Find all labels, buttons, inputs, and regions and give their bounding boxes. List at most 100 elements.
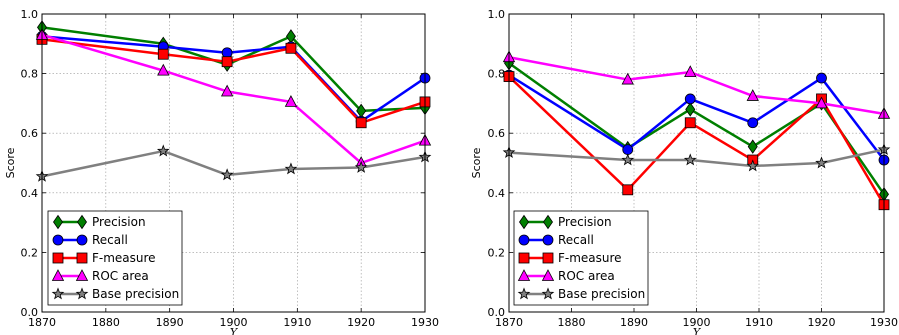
legend-label-recall: Recall [92,233,128,247]
legend-marker-f-measure [518,252,530,264]
plot-area [35,20,432,182]
y-tick-label: 0.8 [488,68,506,81]
data-point-f-measure [355,117,367,129]
x-tick-label: 1930 [870,316,898,329]
legend-marker-precision [543,214,553,230]
y-axis-label: Score [470,147,483,178]
data-point-recall [684,93,696,105]
data-point-roc-area [815,96,828,109]
legend-label-precision: Precision [92,215,146,229]
x-tick-label: 1920 [347,316,375,329]
y-tick-label: 1.0 [488,8,506,21]
x-tick-label: 1900 [220,316,248,329]
data-point-f-measure [622,184,634,196]
series-line-roc-area [41,33,426,165]
data-point-roc-area [220,84,234,97]
data-point-roc-area [684,65,697,78]
x-tick-label: 1890 [156,316,184,329]
data-point-base-precision [621,153,635,166]
y-tick-label: 0.2 [21,246,39,259]
y-tick-label: 0.4 [21,187,39,200]
data-point-precision [685,102,696,117]
series-line-base-precision [508,148,885,168]
legend-marker-f-measure [52,252,64,264]
chart-left: 1870 1880 1890 1900 1910 1920 1930 0.0 0.2 0.4 0.6… [4,8,439,335]
data-point-f-measure [157,48,169,60]
data-point-recall [816,72,827,84]
y-tick-label: 0.2 [488,246,506,259]
y-tick-label: 0.4 [488,187,506,200]
x-tick-label: 1870 [495,316,523,329]
legend-label-base-precision: Base precision [558,287,645,301]
legend-label-base-precision: Base precision [92,287,179,301]
data-point-base-precision [683,153,697,166]
series-line-recall [508,74,885,161]
x-tick-label: 1880 [558,316,586,329]
legend-label-precision: Precision [558,215,612,229]
series-line-f-measure [508,75,886,206]
x-tick-label: 1890 [620,316,648,329]
x-tick-label: 1900 [683,316,711,329]
series-line-recall [41,35,426,123]
legend-marker-precision [77,214,87,230]
data-point-base-precision [156,144,170,157]
x-tick-label: 1910 [283,316,311,329]
legend-marker-recall [518,234,530,246]
legend-marker-recall [52,234,64,246]
axes-frame [508,13,885,313]
y-tick-label: 0.6 [21,127,39,140]
y-tick-label: 0.6 [488,127,506,140]
data-point-base-precision [746,159,760,172]
data-point-base-precision [815,156,828,169]
series-line-roc-area [508,55,885,116]
data-point-precision [747,139,758,154]
data-point-recall [747,117,759,129]
legend-marker-base-precision [541,287,555,300]
legend-marker-base-precision [517,287,531,300]
data-point-recall [622,144,634,155]
x-tick-label: 1930 [411,316,439,329]
data-point-roc-area [284,95,298,107]
series-line-base-precision [41,149,426,178]
legend-label-f-measure: F-measure [558,251,622,265]
legend-label-roc-area: ROC area [558,269,615,283]
legend-marker-roc-area [51,269,65,281]
y-axis-label: Score [4,147,17,178]
legend: Precision Recall F-measure ROC area Base pre… [513,210,649,306]
legend-marker-recall [542,234,554,246]
data-point-f-measure [684,117,696,129]
legend-marker-roc-area [75,269,89,281]
x-tick-label: 1910 [745,316,773,329]
data-point-recall [221,47,233,59]
legend-marker-precision [519,214,529,230]
x-axis-label: Y [230,326,239,335]
data-point-f-measure [285,42,297,54]
legend-marker-precision [53,214,63,230]
x-tick-label: 1880 [92,316,120,329]
legend-marker-roc-area [517,269,531,281]
data-point-roc-area [157,63,170,76]
series-line-f-measure [41,38,426,125]
y-tick-label: 1.0 [21,8,39,21]
legend-marker-base-precision [51,287,65,300]
data-point-base-precision [284,162,298,175]
legend-label-roc-area: ROC area [92,269,149,283]
legend-marker-roc-area [541,269,555,281]
chart-right: 1870 1880 1890 1900 1910 1920 1930 0.0 0.2 0.4 0.6… [470,8,898,335]
y-tick-label: 0.8 [21,68,39,81]
legend-marker-f-measure [542,252,554,264]
data-point-base-precision [354,160,368,173]
legend: Precision Recall F-measure ROC area Base pre… [47,210,183,306]
plot-area [502,50,891,211]
legend-marker-recall [76,234,88,246]
x-axis-label: Y [693,326,702,335]
axes-frame [41,13,426,313]
y-tick-label: 0.0 [21,306,39,319]
x-tick-label: 1920 [808,316,836,329]
legend-marker-base-precision [75,287,89,300]
data-point-roc-area [746,89,759,101]
legend-label-f-measure: F-measure [92,251,156,265]
data-point-roc-area [621,72,634,85]
x-tick-label: 1870 [28,316,56,329]
